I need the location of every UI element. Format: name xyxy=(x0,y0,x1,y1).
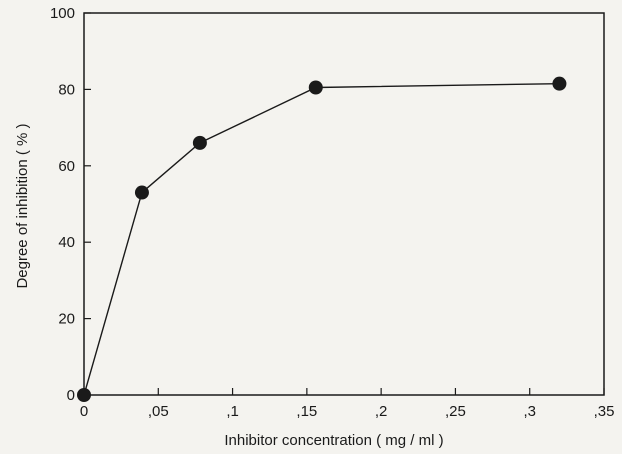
data-point xyxy=(77,388,91,402)
y-tick-label: 80 xyxy=(58,81,75,98)
x-tick-label: ,3 xyxy=(523,403,536,420)
series-layer xyxy=(77,76,567,402)
x-tick-label: ,1 xyxy=(226,403,239,420)
x-tick-label: ,15 xyxy=(296,403,317,420)
x-tick-label: 0 xyxy=(80,403,88,420)
x-tick-label: ,25 xyxy=(445,403,466,420)
data-point xyxy=(552,76,567,91)
x-axis: 0 ,05 ,1 ,15 ,2 ,25 ,3 ,35 xyxy=(80,388,615,420)
data-point xyxy=(308,80,323,95)
x-tick-label: ,05 xyxy=(148,403,169,420)
y-tick-label: 100 xyxy=(50,5,75,22)
plot-frame xyxy=(83,12,605,396)
y-axis: 0 20 40 60 80 100 xyxy=(50,5,91,404)
y-tick-label: 20 xyxy=(58,311,75,328)
y-tick-label: 0 xyxy=(67,387,75,404)
y-tick-label: 60 xyxy=(58,158,75,175)
x-tick-label: ,2 xyxy=(375,403,388,420)
y-axis-title: Degree of inhibition ( % ) xyxy=(14,123,31,288)
data-point xyxy=(192,135,207,150)
x-axis-title: Inhibitor concentration ( mg / ml ) xyxy=(224,432,443,449)
data-point xyxy=(134,185,149,200)
y-tick-label: 40 xyxy=(58,234,75,251)
series-line xyxy=(83,82,560,396)
x-tick-label: ,35 xyxy=(594,403,615,420)
